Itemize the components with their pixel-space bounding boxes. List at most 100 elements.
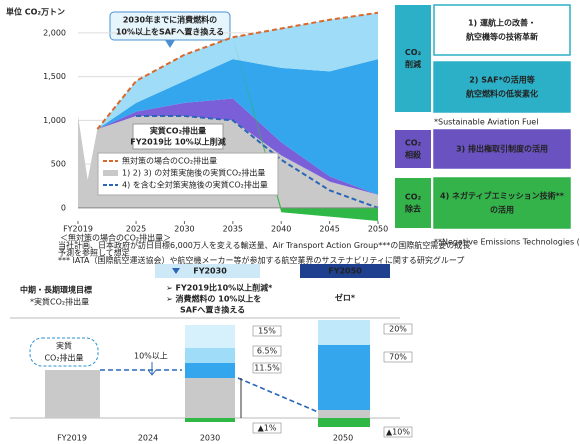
y-tick-label: 1,000	[43, 116, 66, 125]
target-2030-text: SAFへ置き換える	[180, 305, 245, 315]
header-marker	[172, 268, 180, 274]
bar-2030-neg	[185, 418, 235, 422]
x-tick-label: 2035	[223, 225, 243, 234]
panel-note: **Negative Emissions Technologies (NETs)	[434, 238, 580, 247]
area	[78, 98, 378, 195]
footnote: ＜無対策の場合のCO₂排出量＞	[60, 233, 171, 243]
bar-2030-ops	[185, 348, 235, 363]
group-label: 相殺	[405, 150, 422, 160]
legend-label: 無対策の場合のCO₂排出量	[122, 156, 217, 166]
bar-fy2019	[45, 370, 100, 418]
x-tick-label: 2030	[174, 225, 194, 234]
value-label: 70%	[389, 353, 407, 362]
value-label: ▲1%	[258, 424, 277, 433]
value-label-box	[252, 325, 282, 337]
target-2030-text: ➢ FY2019比10%以上削減*	[166, 283, 273, 293]
item-box	[433, 129, 571, 169]
panel-note: *Sustainable Aviation Fuel	[434, 118, 538, 127]
target-2050-text: ゼロ*	[335, 293, 356, 303]
value-label-box	[383, 351, 413, 363]
bar-2030-saf	[185, 363, 235, 378]
footnote: *** IATA（国際航空運送協会）や航空機メーカー等が参加する航空業界のサステ…	[58, 255, 464, 265]
targets-title: 中期・長期環境目標	[20, 285, 92, 295]
bar-2030-top	[185, 325, 235, 348]
x-tick-label: 2045	[319, 225, 339, 234]
arrow	[147, 362, 157, 376]
bubble-text: 実質	[56, 341, 72, 351]
value-label-box	[252, 362, 282, 374]
footnote: 予測を参照して想定	[58, 248, 130, 258]
group-label-block	[395, 178, 431, 228]
bar-2050-base	[318, 410, 370, 418]
y-tick-label: 0	[61, 203, 66, 212]
item-text: 4) ネガティブエミッション技術**	[440, 191, 565, 201]
legend-swatch	[103, 170, 118, 176]
item-text: 航空燃料の低炭素化	[466, 89, 538, 99]
group-label-block	[395, 5, 431, 112]
line	[136, 115, 379, 209]
callout-pointer	[165, 40, 175, 48]
category-label: 2024	[138, 434, 158, 443]
header-band-2050	[300, 264, 390, 278]
reduction-label: 10%以上	[134, 352, 168, 361]
footnote: 当社計画、日本政府が訪日目標6,000万人を変える輸送量、Air Transpo…	[58, 240, 470, 250]
header-2030: FY2030	[193, 267, 227, 276]
y-tick-label: 1,500	[43, 72, 66, 81]
value-label: ▲10%	[386, 428, 410, 437]
category-label: 2030	[200, 434, 220, 443]
header-2050: FY2050	[328, 267, 362, 276]
area	[78, 12, 378, 180]
group-label: CO₂	[405, 48, 422, 57]
x-tick-label: FY2019	[63, 225, 93, 234]
item-box	[433, 4, 571, 56]
item-text: 1) 運航上の改善・	[468, 18, 536, 28]
bubble	[29, 337, 99, 367]
group-label: CO₂	[405, 139, 422, 148]
bar-2030-base	[185, 378, 235, 418]
x-tick-label: 2050	[368, 225, 388, 234]
item-text: 3) 排出権取引制度の活用	[456, 144, 548, 154]
legend-label: 1) 2) 3) の対策実施後の実質CO₂排出量	[122, 168, 265, 178]
trend-line	[100, 369, 319, 413]
bar-2050-saf	[318, 345, 370, 410]
unit-label: 単位 CO₂万トン	[6, 7, 65, 17]
value-label: 11.5%	[254, 364, 280, 373]
category-label: 2050	[333, 434, 353, 443]
legend	[97, 152, 279, 196]
callout-box	[132, 123, 224, 150]
value-label: 15%	[258, 327, 276, 336]
item-text: 航空機等の技術革新	[466, 32, 538, 42]
group-label: 削減	[405, 59, 421, 69]
value-label-box	[383, 426, 413, 438]
group-label: CO₂	[405, 193, 422, 202]
targets-note: *実質CO₂排出量	[30, 297, 89, 307]
x-tick-label: 2025	[126, 225, 146, 234]
callout-text: 実質CO₂排出量	[150, 126, 206, 136]
value-label: 20%	[389, 325, 407, 334]
header-band-2030	[155, 264, 260, 278]
value-label-box	[252, 422, 282, 434]
target-2030-text: ➢ 消費燃料の 10%以上を	[166, 294, 261, 304]
item-text: の活用	[490, 205, 514, 215]
bubble-text: CO₂排出量	[44, 353, 83, 363]
legend-label: 4) を含む全対策実施後の実質CO₂排出量	[122, 180, 268, 190]
item-text: 2) SAF*の活用等	[469, 75, 535, 85]
bar-2050-neg	[318, 418, 370, 427]
y-tick-label: 2,000	[43, 28, 66, 37]
group-label-block	[395, 130, 431, 168]
x-tick-label: 2040	[271, 225, 291, 234]
group-label: 除去	[405, 204, 421, 214]
category-label: FY2019	[57, 434, 87, 443]
value-label: 6.5%	[257, 347, 278, 356]
callout-text: FY2019比 10%以上削減	[130, 137, 225, 147]
value-label-box	[383, 323, 413, 335]
item-box	[433, 61, 571, 113]
line	[96, 11, 379, 130]
callout-text: 2030年までに消費燃料の	[123, 15, 217, 25]
callout-text: 10%以上をSAFへ置き換える	[116, 27, 224, 37]
value-label-box	[252, 345, 282, 357]
area	[78, 59, 378, 195]
y-tick-label: 500	[51, 160, 66, 169]
item-box	[433, 177, 571, 229]
